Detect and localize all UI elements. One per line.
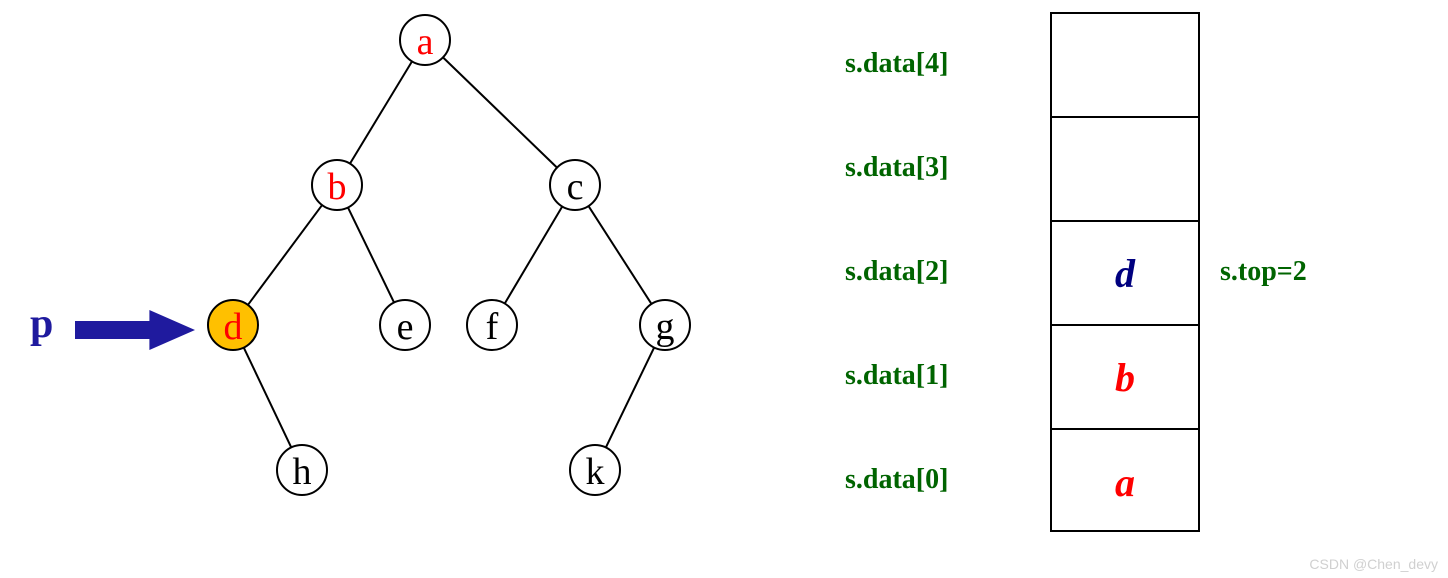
stack-slot-label-3: s.data[3]: [845, 152, 948, 184]
tree-edges: [244, 57, 654, 447]
pointer-label: p: [30, 300, 53, 348]
tree-edge: [348, 207, 394, 302]
stack-slot-label-0: s.data[0]: [845, 464, 948, 496]
stack-slot-label-4: s.data[4]: [845, 48, 948, 80]
tree-edge: [248, 205, 322, 305]
tree-edge: [443, 57, 557, 167]
tree-node-label-h: h: [293, 451, 312, 493]
tree-edge: [350, 61, 412, 163]
diagram-container: abcdefghk p s.data[4]s.data[3]s.data[2]s…: [0, 0, 1448, 578]
tree-node-label-k: k: [586, 451, 605, 493]
tree-node-label-e: e: [397, 306, 414, 348]
pointer-arrow-shape: [75, 310, 195, 350]
tree-node-label-b: b: [328, 166, 347, 208]
stack-top-label: s.top=2: [1220, 256, 1307, 288]
tree-edge: [589, 206, 652, 304]
tree-svg: a b c d e f g h k: [0, 0, 760, 560]
tree-node-label-g: g: [656, 306, 675, 348]
watermark: CSDN @Chen_devy: [1309, 556, 1438, 572]
stack-slot-label-1: s.data[1]: [845, 360, 948, 392]
pointer-arrow: [75, 310, 195, 350]
stack-cell-2: d: [1052, 222, 1198, 326]
tree-edge: [505, 207, 563, 304]
tree-node-label-c: c: [567, 166, 584, 208]
stack-cell-1: b: [1052, 326, 1198, 430]
tree-edge: [606, 348, 654, 448]
tree-node-label-f: f: [486, 306, 499, 348]
tree-edge: [244, 348, 292, 448]
stack-box: dba: [1050, 12, 1200, 532]
tree-node-label-a: a: [417, 21, 434, 63]
tree-node-label-d: d: [224, 306, 243, 348]
stack-cell-4: [1052, 14, 1198, 118]
stack-cell-3: [1052, 118, 1198, 222]
stack-cell-0: a: [1052, 430, 1198, 534]
stack-slot-label-2: s.data[2]: [845, 256, 948, 288]
